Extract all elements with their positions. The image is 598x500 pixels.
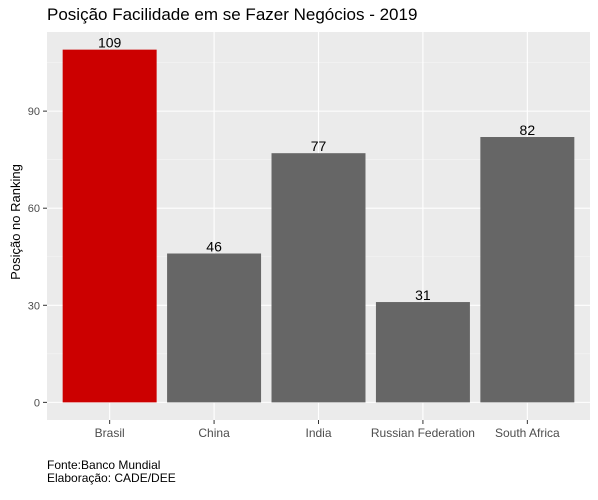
bar-value-label: 109 — [98, 35, 122, 51]
bar-value-label: 77 — [311, 138, 327, 154]
caption-source: Fonte:Banco Mundial — [47, 458, 161, 472]
x-axis: Brasil China India Russian Federation South … — [95, 420, 560, 440]
y-axis: 0 30 60 90 — [28, 106, 47, 409]
bars — [62, 49, 575, 403]
caption-credit: Elaboração: CADE/DEE — [47, 471, 176, 485]
bar-value-label: 31 — [415, 287, 431, 303]
x-tick-label: South Africa — [495, 426, 560, 440]
bar-chart: 109 46 77 31 82 0 30 60 90 Brasil China India Russ… — [28, 32, 590, 440]
x-tick-label: Brasil — [95, 426, 125, 440]
y-tick-label: 60 — [28, 203, 40, 215]
caption: Fonte:Banco Mundial Elaboração: CADE/DEE — [47, 459, 176, 485]
chart-title: Posição Facilidade em se Fazer Negócios … — [47, 5, 418, 24]
x-tick-label: China — [198, 426, 230, 440]
x-tick-label: Russian Federation — [371, 426, 475, 440]
x-tick-label: India — [305, 426, 331, 440]
bar-brasil — [62, 49, 157, 403]
bar-labels: 109 46 77 31 82 — [98, 35, 535, 303]
y-tick-label: 0 — [34, 397, 40, 409]
bar-value-label: 82 — [520, 122, 536, 138]
y-tick-label: 30 — [28, 300, 40, 312]
bar-india — [271, 153, 366, 403]
bar-russian-federation — [375, 302, 470, 403]
bar-china — [167, 253, 262, 403]
bar-value-label: 46 — [206, 239, 222, 255]
y-tick-label: 90 — [28, 106, 40, 118]
bar-south-africa — [480, 137, 575, 403]
